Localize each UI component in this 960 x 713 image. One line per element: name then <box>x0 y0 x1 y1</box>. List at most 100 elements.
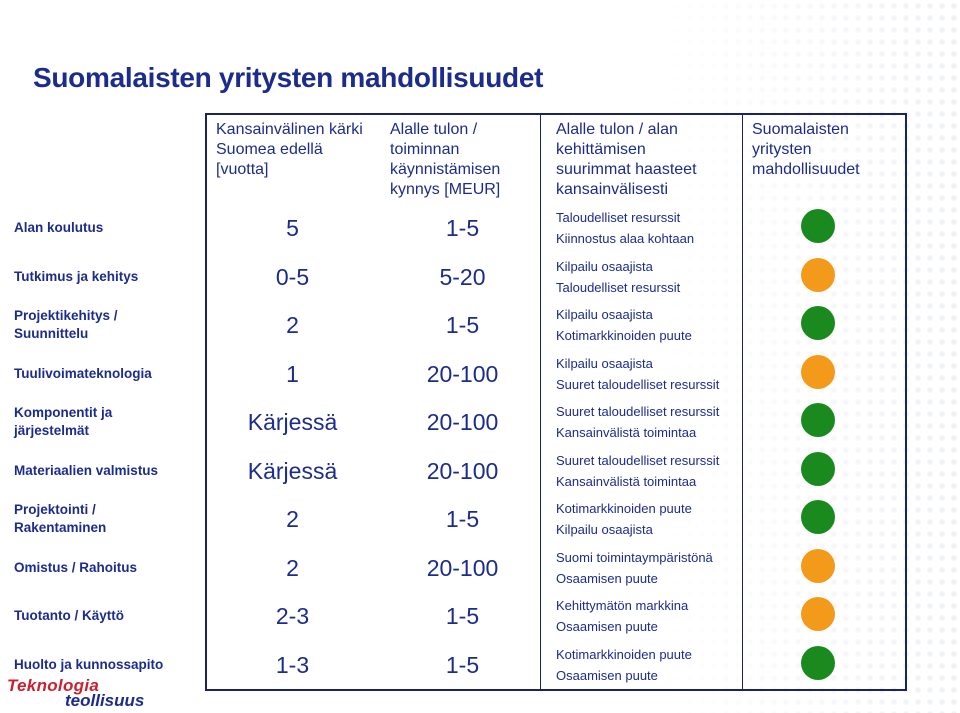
challenge-item: Kilpailu osaajista <box>556 522 653 537</box>
challenge-item: Kiinnostus alaa kohtaan <box>556 231 695 246</box>
row-label-line: Rakentaminen <box>14 520 107 535</box>
challenges-cell: Kilpailu osaajista Taloudelliset resurssi… <box>556 256 680 298</box>
header-entry-threshold: Alalle tulon / toiminnan käynnistämisen kyn… <box>390 120 500 200</box>
challenge-item: Kehittymätön markkina <box>556 598 689 613</box>
page-title: Suomalaisten yritysten mahdollisuudet <box>33 62 544 93</box>
header-challenges: Alalle tulon / alan kehittämisen suurimmat… <box>556 120 697 200</box>
header-line: suurimmat haasteet <box>556 161 697 178</box>
challenge-item: Suuret taloudelliset resurssit <box>556 376 720 392</box>
challenges-cell: Suuret taloudelliset resurssit Kansainväl… <box>556 450 719 492</box>
header-line: toiminnan <box>390 141 460 158</box>
row-label-line: järjestelmät <box>14 423 90 438</box>
row-label-line: Tuulivoimateknologia <box>14 365 152 381</box>
opportunity-indicator-green <box>801 645 835 680</box>
challenge-item: Taloudelliset resurssit <box>556 279 681 295</box>
challenge-item: Taloudelliset resurssit <box>556 210 681 225</box>
header-line: mahdollisuudet <box>752 161 860 178</box>
row-label: Projektikehitys / Suunnittelu <box>14 307 118 343</box>
lead-years-value: 1 <box>286 360 299 387</box>
lead-years-value: 2 <box>286 312 299 338</box>
row-label-line: Materiaalien valmistus <box>14 462 159 478</box>
challenge-item: Osaamisen puute <box>556 667 658 683</box>
challenge-item: Kansainvälistä toimintaa <box>556 473 697 489</box>
entry-threshold-value: 5-20 <box>439 263 486 290</box>
lead-years-value: 0-5 <box>275 263 310 290</box>
entry-threshold-value: 20-100 <box>426 457 499 484</box>
entry-threshold-value: 20-100 <box>426 360 499 387</box>
entry-threshold-value: 1-5 <box>445 603 480 629</box>
header-line: Suomea edellä <box>216 141 323 158</box>
row-label: Materiaalien valmistus <box>14 462 158 480</box>
header-opportunities: Suomalaisten yritysten mahdollisuudet <box>752 120 860 180</box>
header-line: kehittämisen <box>556 141 646 158</box>
header-line: Suomalaisten <box>752 121 849 138</box>
challenges-cell: Kotimarkkinoiden puute Osaamisen puute <box>556 644 692 686</box>
row-label-line: Alan koulutus <box>14 220 104 235</box>
lead-years-value: 2-3 <box>275 603 310 629</box>
challenge-item: Osaamisen puute <box>556 570 658 586</box>
column-divider <box>742 115 743 689</box>
header-line: kynnys [MEUR] <box>390 181 501 198</box>
row-label: Omistus / Rahoitus <box>14 559 137 577</box>
row-label-line: Omistus / Rahoitus <box>14 559 138 575</box>
header-line: Kansainvälinen kärki <box>216 121 363 138</box>
column-divider <box>540 115 541 689</box>
lead-years-value: 2 <box>286 554 299 581</box>
lead-years-value: 1-3 <box>275 651 310 678</box>
row-label-line: Tuotanto / Käyttö <box>14 608 124 623</box>
entry-threshold-value: 1-5 <box>445 651 480 678</box>
row-label: Komponentit ja järjestelmät <box>14 404 112 440</box>
row-label: Huolto ja kunnossapito <box>14 656 163 674</box>
challenges-cell: Taloudelliset resurssit Kiinnostus alaa k… <box>556 207 694 249</box>
entry-threshold-value: 1-5 <box>445 312 480 338</box>
lead-years-value: Kärjessä <box>247 409 338 435</box>
challenges-cell: Suomi toimintaympäristönä Osaamisen puute <box>556 547 713 589</box>
row-label-line: Komponentit ja <box>14 405 113 420</box>
challenge-item: Suomi toimintaympäristönä <box>556 549 713 565</box>
logo-line-1: Teknologia <box>7 676 100 695</box>
row-label-line: Projektikehitys / <box>14 308 118 323</box>
row-label-line: Huolto ja kunnossapito <box>14 656 164 672</box>
entry-threshold-value: 20-100 <box>426 409 499 435</box>
header-lead-years: Kansainvälinen kärki Suomea edellä [vuotta… <box>216 120 363 180</box>
teknologiateollisuus-logo: Teknologia teollisuus <box>5 677 144 709</box>
challenges-cell: Kehittymätön markkina Osaamisen puute <box>556 595 688 637</box>
row-label: Tuulivoimateknologia <box>14 365 152 383</box>
opportunity-indicator-orange <box>801 354 835 389</box>
challenge-item: Kilpailu osaajista <box>556 355 653 371</box>
opportunity-indicator-green <box>801 209 835 243</box>
opportunity-indicator-green <box>801 403 835 437</box>
lead-years-value: 5 <box>286 215 299 241</box>
header-line: kansainvälisesti <box>556 181 669 198</box>
challenge-item: Kotimarkkinoiden puute <box>556 328 692 343</box>
header-line: [vuotta] <box>216 161 269 178</box>
entry-threshold-value: 1-5 <box>445 215 480 241</box>
challenge-item: Kotimarkkinoiden puute <box>556 646 692 662</box>
opportunity-indicator-green <box>801 306 835 340</box>
opportunity-indicator-orange <box>801 548 835 583</box>
logo-line-2: teollisuus <box>65 691 145 710</box>
challenges-cell: Suuret taloudelliset resurssit Kansainväl… <box>556 401 719 443</box>
header-line: Alalle tulon / <box>390 121 478 138</box>
header-line: Alalle tulon / alan <box>556 121 678 138</box>
challenges-cell: Kotimarkkinoiden puute Kilpailu osaajista <box>556 498 692 540</box>
challenge-item: Osaamisen puute <box>556 619 658 634</box>
row-label: Projektointi / Rakentaminen <box>14 501 106 537</box>
table-frame <box>205 113 907 691</box>
row-label: Alan koulutus <box>14 219 103 237</box>
challenges-cell: Kilpailu osaajista Kotimarkkinoiden puute <box>556 304 692 346</box>
row-label-line: Suunnittelu <box>14 326 89 341</box>
header-line: yritysten <box>752 141 812 158</box>
challenge-item: Suuret taloudelliset resurssit <box>556 404 720 419</box>
challenge-item: Kilpailu osaajista <box>556 258 653 274</box>
entry-threshold-value: 1-5 <box>445 506 480 532</box>
row-label: Tuotanto / Käyttö <box>14 607 124 625</box>
row-label-line: Projektointi / <box>14 502 96 517</box>
row-label-line: Tutkimus ja kehitys <box>14 268 139 284</box>
row-label: Tutkimus ja kehitys <box>14 268 138 286</box>
challenges-cell: Kilpailu osaajista Suuret taloudelliset r… <box>556 353 719 395</box>
lead-years-value: 2 <box>286 506 299 532</box>
entry-threshold-value: 20-100 <box>426 554 499 581</box>
challenge-item: Kilpailu osaajista <box>556 307 653 322</box>
challenge-item: Suuret taloudelliset resurssit <box>556 452 720 468</box>
